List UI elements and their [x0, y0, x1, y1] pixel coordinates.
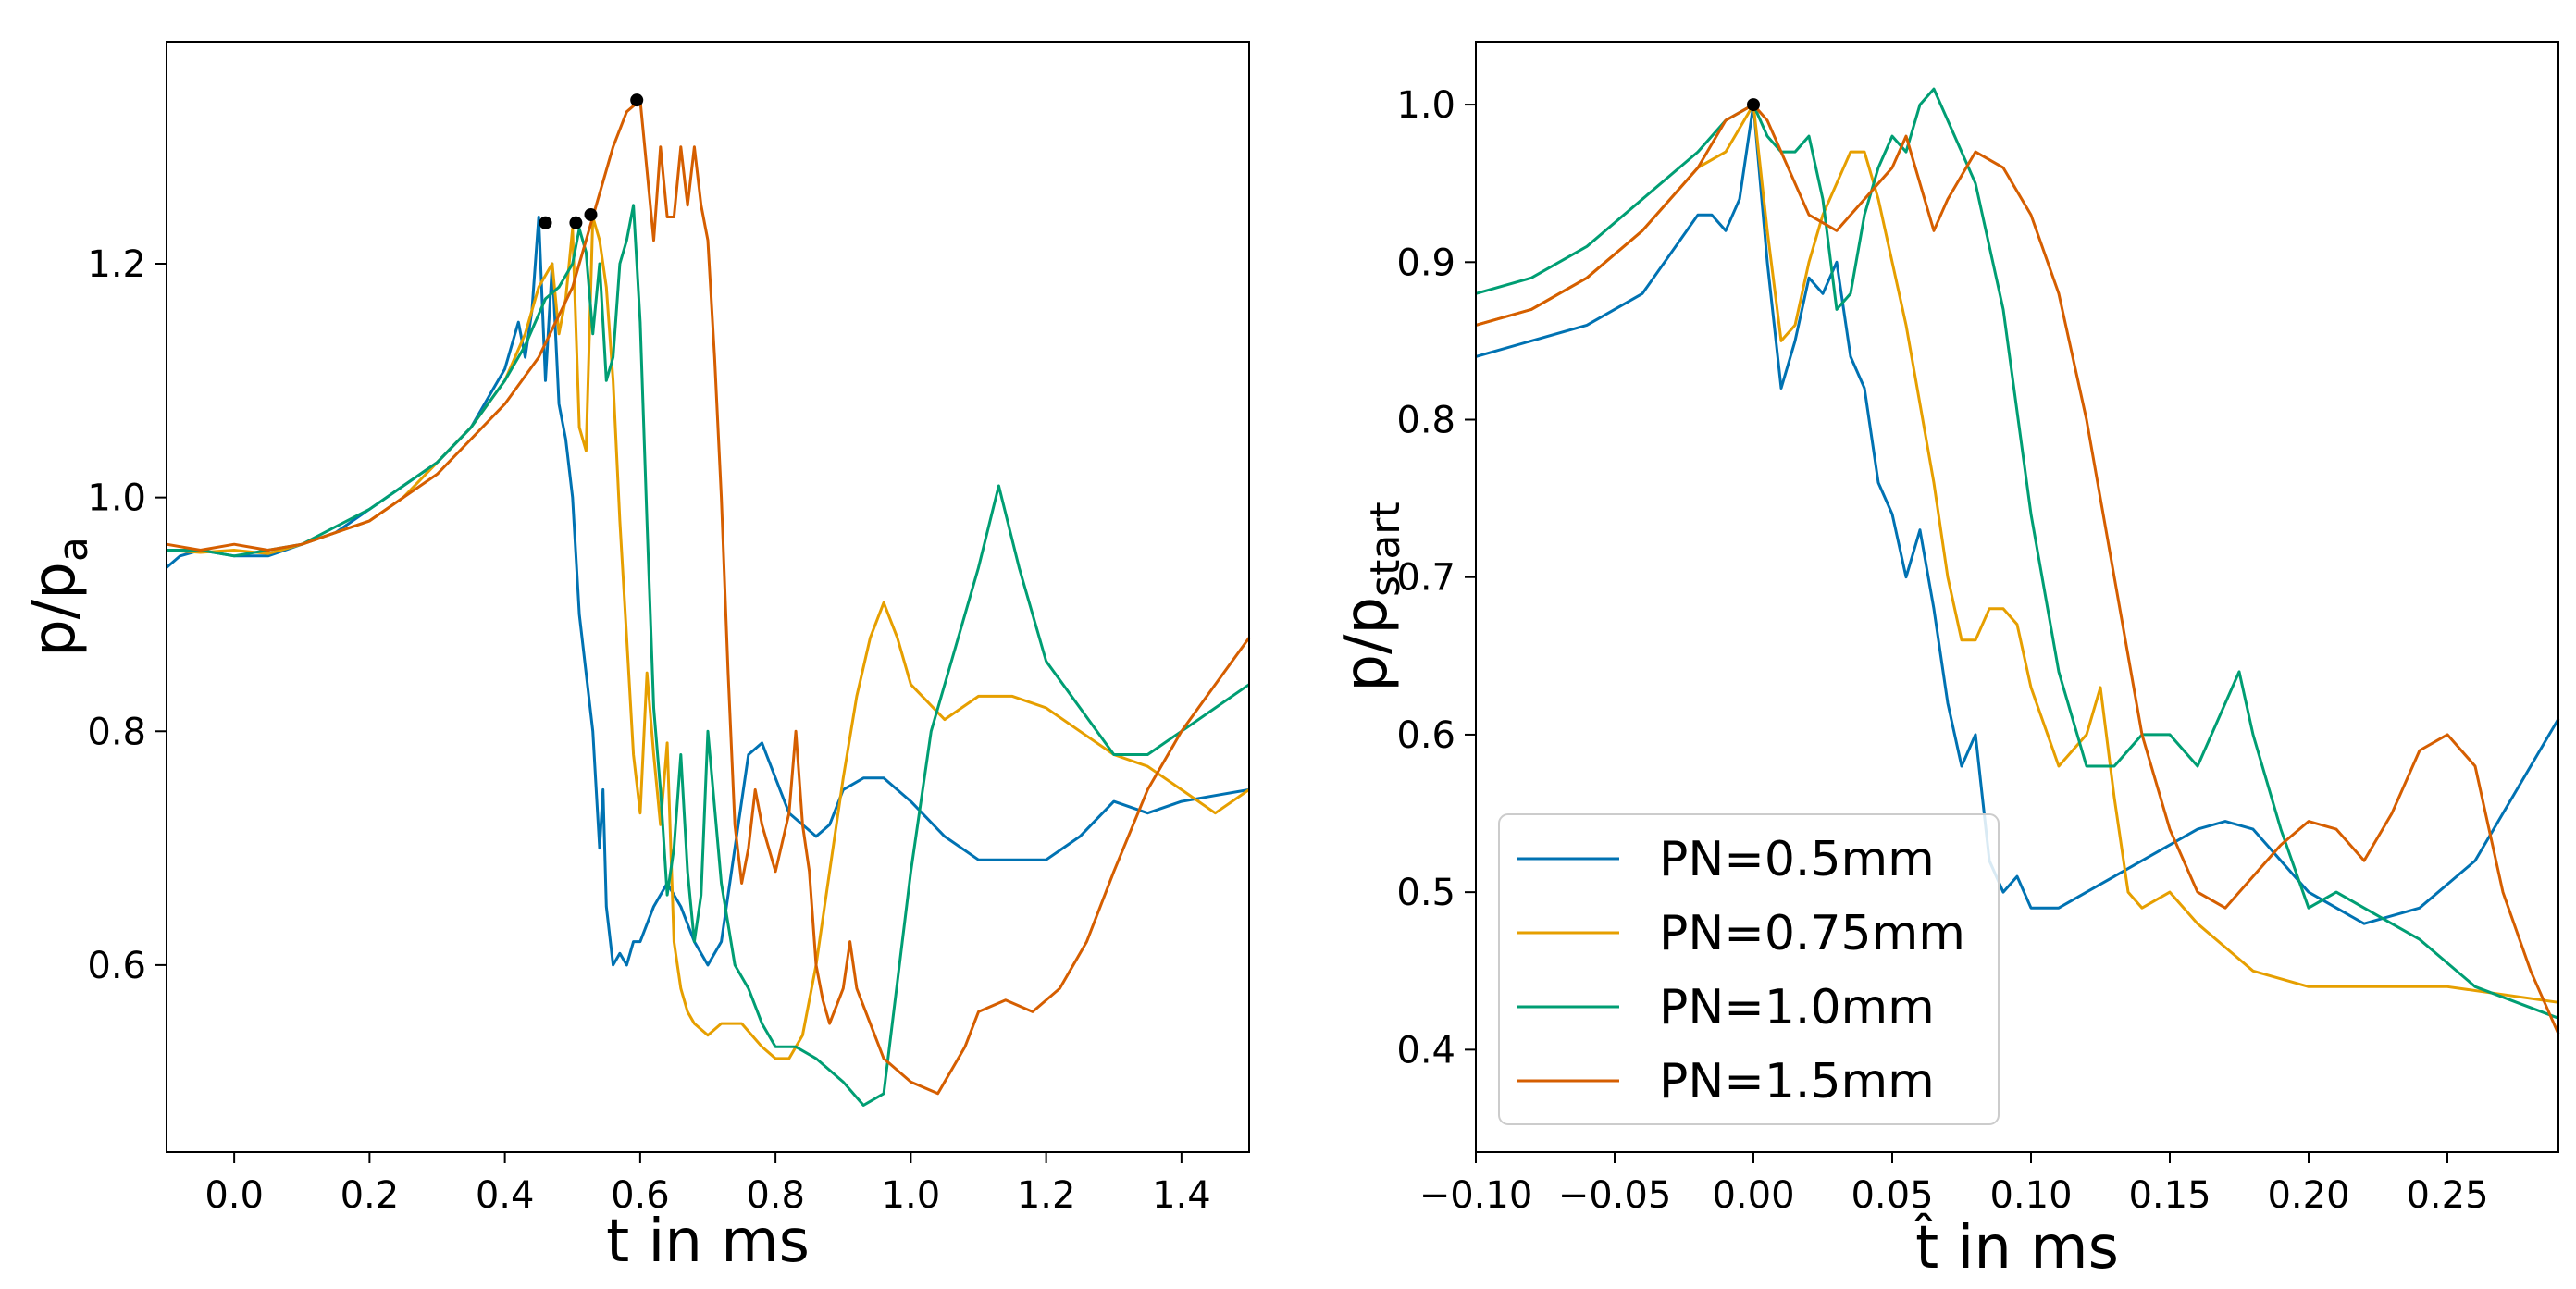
legend-label-pn-1-0: PN=1.0mm — [1659, 980, 1935, 1035]
right-series-pn-0-5mm — [1475, 103, 2560, 925]
left-series-pn-1-5mm — [166, 98, 1251, 1096]
right-y-axis-label: p/pstart — [1332, 502, 1409, 691]
right-x-tick-label: −0.05 — [1558, 1174, 1672, 1217]
left-peak-marker-0 — [539, 216, 552, 229]
left-x-tick-label: 0.0 — [204, 1174, 264, 1217]
right-x-tick-label: −0.10 — [1419, 1174, 1533, 1217]
left-chart: 0.0 0.2 0.4 0.6 0.8 1.0 1.2 1.4 0.6 0.8 1.0 1.2 t … — [20, 41, 1251, 1276]
left-peak-marker-1 — [569, 216, 583, 229]
right-x-tick-label: 0.00 — [1712, 1174, 1794, 1217]
right-y-axis-label-base: p/p — [1332, 597, 1401, 692]
legend-box — [1498, 813, 2000, 1125]
left-y-axis-label: p/pa — [20, 537, 97, 657]
left-x-tick-label: 0.8 — [746, 1174, 805, 1217]
left-series-pn-1-0mm — [167, 204, 1250, 1107]
legend: PN=0.5mm PN=0.75mm PN=1.0mm PN=1.5mm — [1498, 813, 2000, 1125]
right-y-tick-label: 0.5 — [1396, 872, 1455, 914]
right-x-tick-label: 0.15 — [2128, 1174, 2211, 1217]
right-y-tick-label: 0.8 — [1396, 400, 1455, 442]
left-peak-marker-3 — [630, 93, 644, 107]
left-x-tick-label: 1.2 — [1017, 1174, 1076, 1217]
right-peak-marker-0 — [1747, 98, 1760, 112]
left-y-tick-label: 0.8 — [87, 711, 146, 753]
right-y-ticks: 0.4 0.5 0.6 0.7 0.8 0.9 1.0 — [1396, 84, 1476, 1072]
left-x-axis-label: t in ms — [606, 1208, 810, 1276]
right-x-tick-label: 0.05 — [1851, 1174, 1933, 1217]
right-y-tick-label: 0.6 — [1396, 714, 1455, 757]
left-x-tick-label: 1.0 — [882, 1174, 941, 1217]
left-series-pn-0-5mm — [166, 216, 1250, 967]
legend-label-pn-0-5: PN=0.5mm — [1659, 832, 1935, 887]
right-x-axis-label: t̂ in ms — [1914, 1211, 2119, 1283]
left-y-axis-label-sub: a — [50, 537, 97, 562]
right-x-tick-label: 0.25 — [2406, 1174, 2488, 1217]
right-series-pn-1-5mm — [1475, 103, 2560, 1035]
left-peak-marker-2 — [584, 207, 598, 221]
right-y-tick-label: 0.4 — [1396, 1029, 1455, 1072]
left-y-axis-label-base: p/p — [20, 562, 89, 657]
left-x-tick-label: 0.6 — [611, 1174, 670, 1217]
right-x-ticks: −0.10 −0.05 0.00 0.05 0.10 0.15 0.20 0.25 — [1419, 1152, 2489, 1217]
left-x-ticks: 0.0 0.2 0.4 0.6 0.8 1.0 1.2 1.4 — [204, 1152, 1211, 1217]
right-series-layer — [1475, 87, 2560, 1035]
right-series-pn-0-75mm — [1475, 103, 2559, 1004]
legend-label-pn-0-75: PN=0.75mm — [1659, 906, 1965, 961]
right-series-pn-1-0mm — [1475, 87, 2559, 1020]
left-x-tick-label: 0.2 — [341, 1174, 400, 1217]
left-series-layer — [166, 98, 1251, 1107]
right-x-tick-label: 0.10 — [1989, 1174, 2072, 1217]
left-y-tick-label: 0.6 — [87, 945, 146, 987]
left-peak-markers — [539, 93, 644, 229]
right-chart: −0.10 −0.05 0.00 0.05 0.10 0.15 0.20 0.25 0.40.… — [1332, 41, 2560, 1283]
right-y-tick-label: 0.9 — [1396, 242, 1455, 284]
left-plot-frame — [166, 41, 1250, 1153]
right-y-tick-label: 0.7 — [1396, 557, 1455, 600]
left-y-ticks: 0.6 0.8 1.0 1.2 — [87, 243, 167, 987]
left-y-tick-label: 1.2 — [87, 243, 146, 286]
right-y-tick-label: 1.0 — [1396, 84, 1455, 127]
left-y-tick-label: 1.0 — [87, 477, 146, 520]
right-y-axis-label-sub: start — [1362, 502, 1409, 596]
right-plot-frame — [1475, 41, 2559, 1153]
left-x-tick-label: 1.4 — [1152, 1174, 1211, 1217]
left-x-tick-label: 0.4 — [476, 1174, 535, 1217]
legend-label-pn-1-5: PN=1.5mm — [1659, 1054, 1935, 1109]
right-x-tick-label: 0.20 — [2267, 1174, 2349, 1217]
right-peak-markers — [1747, 98, 1760, 112]
left-series-pn-0-75mm — [166, 216, 1250, 1060]
